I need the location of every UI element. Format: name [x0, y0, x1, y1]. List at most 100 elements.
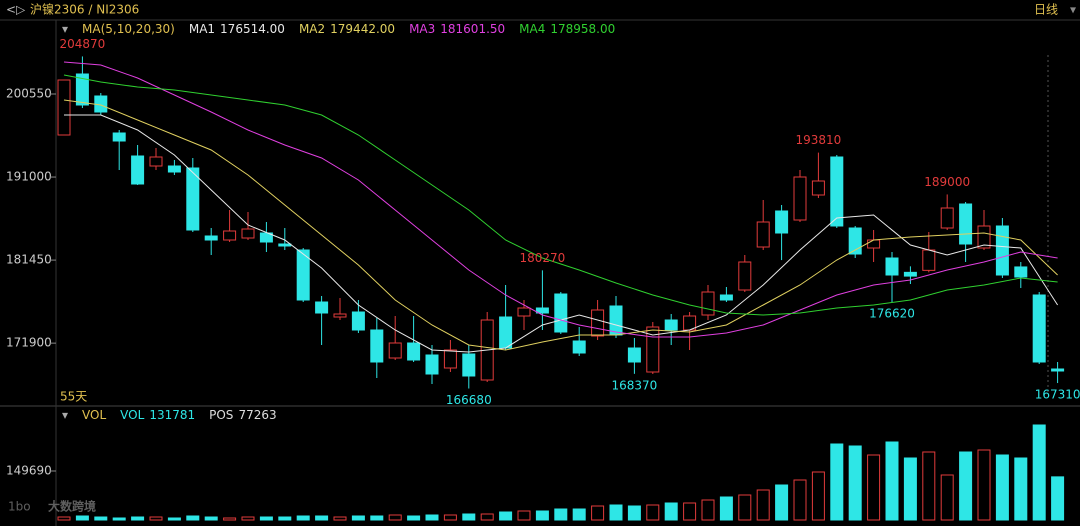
candle-body — [223, 230, 237, 241]
volume-bar — [315, 515, 329, 521]
volume-bar — [959, 451, 973, 521]
candle-body — [572, 340, 586, 354]
y-tick-label: 191000 — [6, 170, 52, 184]
volume-bar — [701, 499, 715, 521]
candle-body — [627, 347, 641, 363]
period[interactable]: 日线 — [1034, 3, 1058, 17]
candle-body — [1051, 368, 1065, 372]
candle-body — [370, 329, 384, 363]
extreme-label: 204870 — [59, 37, 105, 51]
volume-bar — [977, 449, 991, 521]
volume-bar — [131, 516, 145, 521]
volume-bar — [517, 510, 531, 521]
legend-name: MA4 — [519, 22, 546, 36]
volume-bar — [572, 508, 586, 521]
volume-bar — [112, 517, 126, 521]
candle-body — [75, 73, 89, 106]
candle-body — [959, 203, 973, 245]
candle-body — [775, 210, 789, 234]
ma-label: MA(5,10,20,30) — [82, 22, 175, 36]
legend-value: 178958.00 — [550, 22, 616, 36]
watermark: 大数跨境 — [48, 499, 96, 514]
volume-bar — [370, 515, 384, 521]
candle-body — [848, 227, 862, 255]
extreme-label: 180270 — [519, 251, 565, 265]
candle-body — [554, 293, 568, 333]
volume-bar — [683, 502, 697, 521]
ma-line — [63, 99, 1058, 351]
legend-value: 181601.50 — [440, 22, 506, 36]
volume-bar — [259, 516, 273, 521]
candle-body — [443, 349, 457, 369]
y2-tick-label: 149690 — [6, 464, 52, 478]
ma-legend: ▾ MA(5,10,20,30) MA1 176514.00 MA2 179442.00 M… — [62, 22, 615, 36]
volume-bar — [241, 516, 255, 521]
legend-name: MA1 — [188, 22, 216, 36]
legend-entry: POS 77263 — [209, 408, 277, 422]
volume-bar — [186, 515, 200, 521]
volume-bar — [1014, 457, 1028, 521]
volume-bar — [167, 517, 181, 521]
volume-bar — [903, 457, 917, 521]
candle-body — [867, 239, 881, 249]
candle-body — [977, 225, 991, 249]
extreme-label: 166680 — [446, 393, 492, 407]
candle-body — [756, 221, 770, 248]
volume-bar — [940, 474, 954, 521]
extreme-label: 167310 — [1035, 388, 1080, 402]
volume-bar — [646, 504, 660, 521]
chart-title: 沪镍2306 / NI2306 — [30, 3, 139, 17]
legend-entry: MA4 178958.00 — [519, 22, 615, 36]
volume-bar — [499, 511, 513, 521]
ma-line — [63, 74, 1058, 316]
volume-bar — [480, 513, 494, 521]
volume-bar — [223, 517, 237, 521]
candle-body — [315, 301, 329, 314]
legend-name: VOL — [120, 408, 145, 422]
candle-body — [278, 243, 292, 247]
candle-body — [903, 271, 917, 277]
volume-bar — [425, 514, 439, 521]
candle-body — [738, 261, 752, 291]
volume-bar — [867, 454, 881, 521]
candle-body — [811, 180, 825, 196]
volume-bar — [848, 445, 862, 521]
y-tick-label: 181450 — [6, 253, 52, 267]
legend-entry: MA1 176514.00 — [189, 22, 285, 36]
legend-value: 176514.00 — [220, 22, 285, 36]
y-tick-label: 200550 — [6, 87, 52, 101]
volume-bar — [407, 515, 421, 521]
legend-name: MA2 — [298, 22, 326, 36]
volume-bar — [627, 505, 641, 521]
candle-body — [425, 354, 439, 375]
volume-bar — [775, 484, 789, 521]
candle-body — [885, 257, 899, 276]
volume-bar — [443, 514, 457, 521]
volume-bar — [922, 451, 936, 521]
volume-bar — [278, 516, 292, 521]
candle-body — [112, 132, 126, 142]
candle-body — [1014, 266, 1028, 278]
legend-entry: MA2 179442.00 — [299, 22, 395, 36]
back-icon[interactable]: <▷ — [6, 3, 26, 17]
dropdown-icon[interactable]: ▾ — [1070, 3, 1076, 17]
vol-legend: ▾ VOL VOL 131781 POS 77263 — [62, 408, 277, 422]
count-label: 55天 — [60, 390, 87, 404]
candle-body — [664, 319, 678, 331]
candle-body — [57, 79, 71, 136]
extreme-label: 193810 — [795, 133, 841, 147]
volume-bar — [756, 489, 770, 521]
legend-name: MA3 — [409, 22, 436, 36]
ma-line — [63, 61, 1058, 338]
watermark-logo: 1bo — [8, 500, 31, 514]
extreme-label: 176620 — [869, 307, 915, 321]
legend-name: POS — [209, 408, 234, 422]
candle-body — [333, 313, 347, 318]
legend-value: 77263 — [238, 408, 277, 422]
volume-bar — [535, 510, 549, 521]
volume-bar — [1032, 424, 1046, 521]
volume-bar — [57, 516, 71, 521]
volume-bar — [554, 508, 568, 521]
